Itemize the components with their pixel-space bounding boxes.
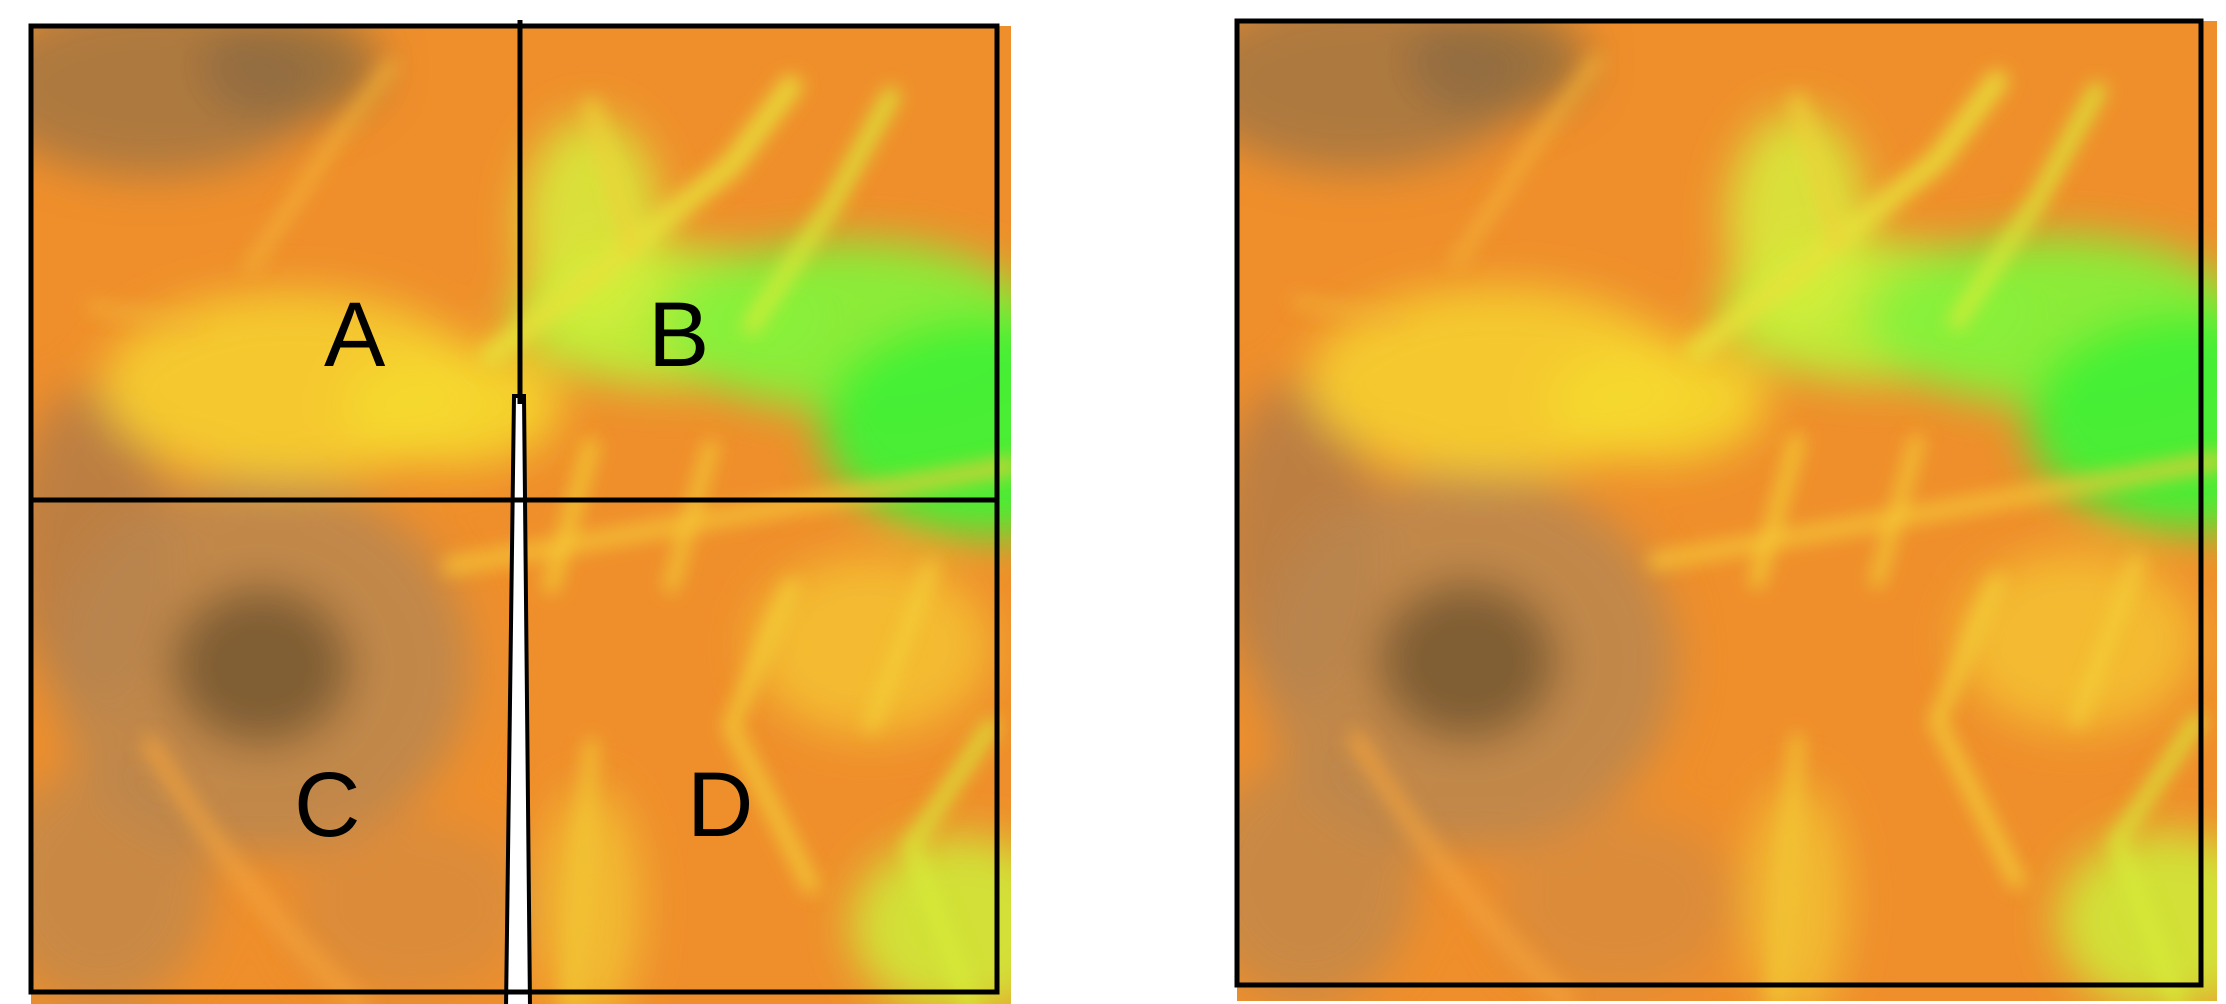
tile-label-c: C (294, 754, 360, 856)
merged-frame (1234, 18, 2204, 988)
mosaic-panel: A B C D (28, 20, 1161, 1004)
merged-panel (1234, 18, 2226, 1004)
mosaic-frame (28, 23, 1000, 995)
tile-label-a: A (324, 284, 386, 386)
tile-label-d: D (687, 754, 753, 856)
tile-label-b: B (648, 284, 709, 386)
